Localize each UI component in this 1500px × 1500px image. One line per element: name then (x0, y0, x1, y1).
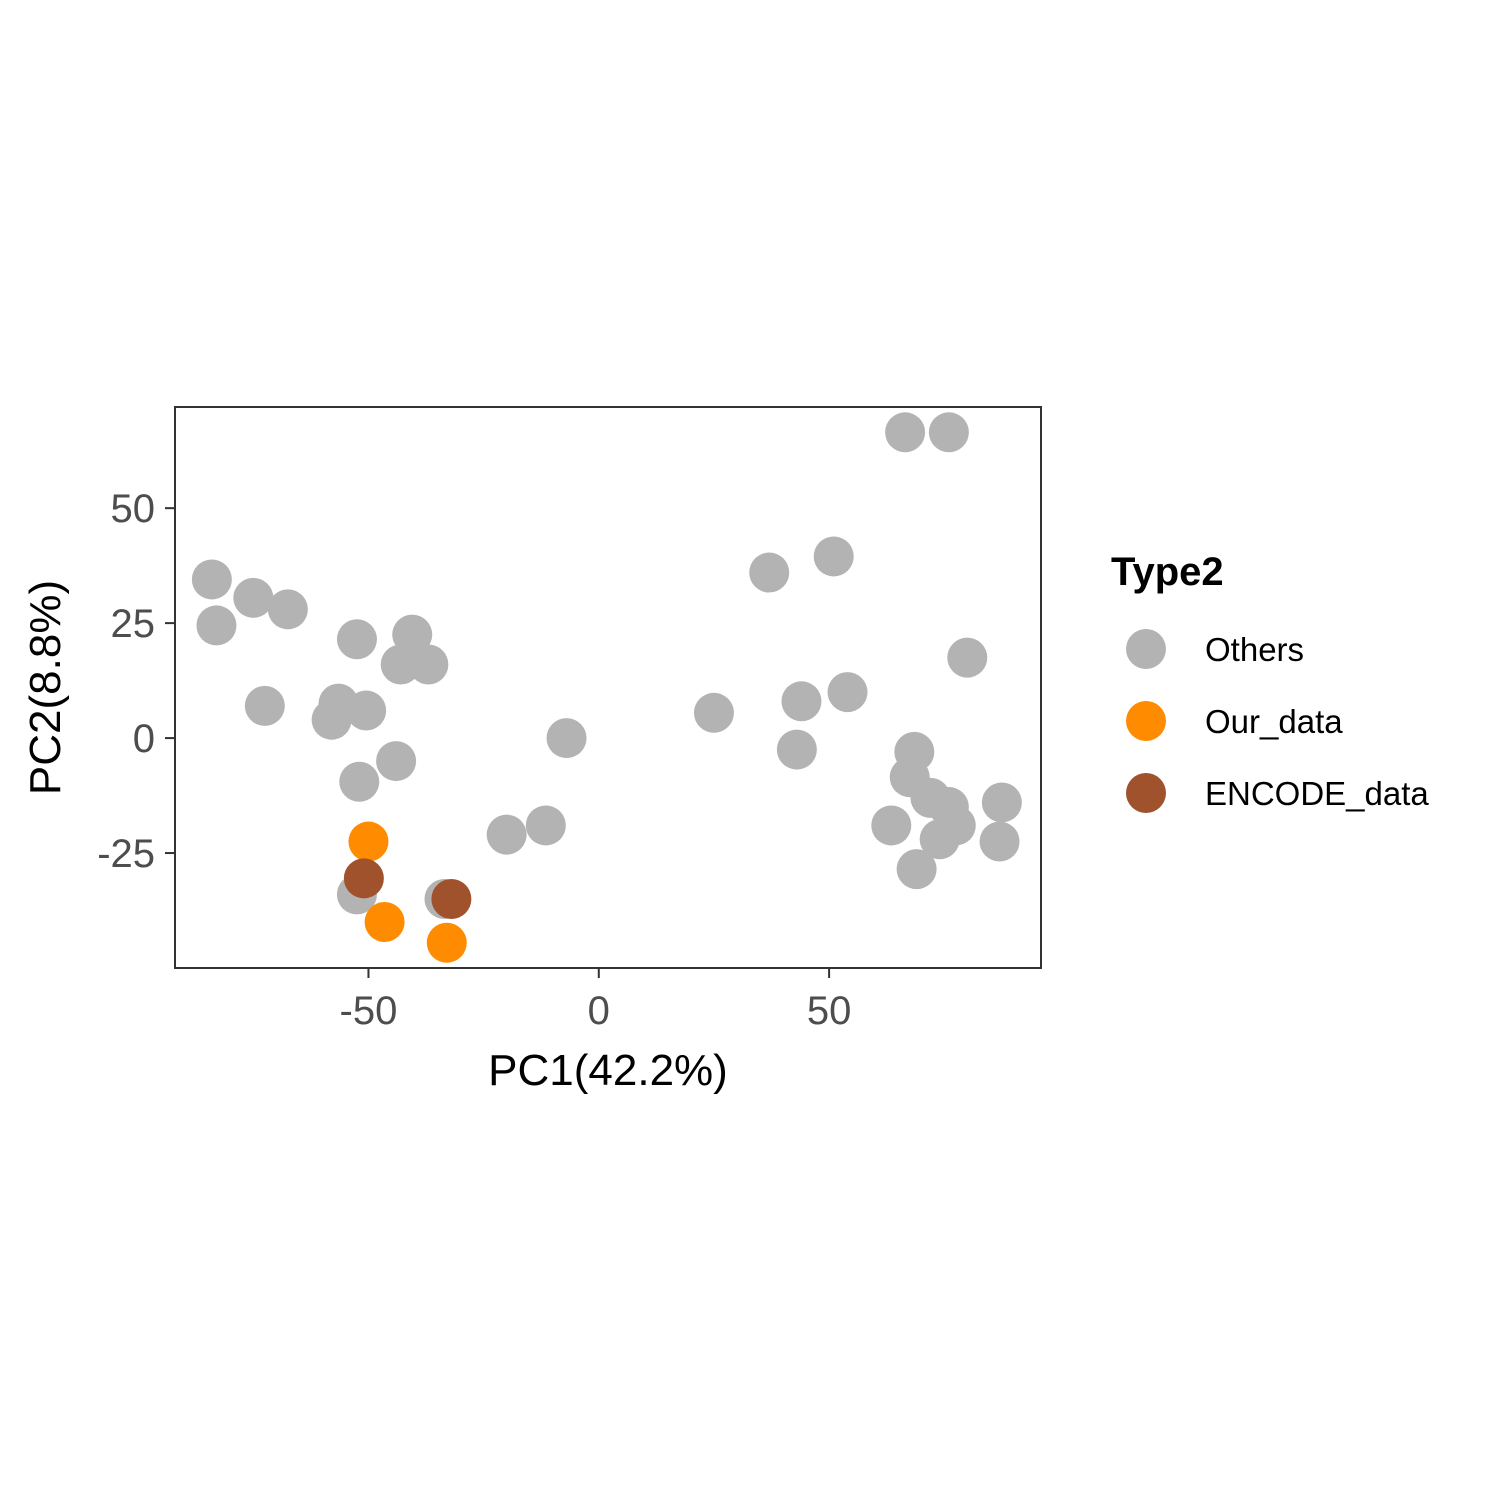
point-others (244, 685, 285, 726)
legend-label-others: Others (1205, 631, 1304, 668)
point-others (191, 559, 232, 600)
legend-title: Type2 (1111, 550, 1224, 594)
point-others (346, 690, 387, 731)
point-encode-data (431, 879, 472, 920)
x-tick-label: 0 (588, 989, 610, 1033)
point-others (885, 412, 926, 453)
y-axis-title: PC2(8.8%) (21, 580, 70, 795)
point-others (896, 849, 937, 890)
point-our-data (364, 902, 405, 943)
legend-items: Others Our_data ENCODE_data (1126, 629, 1429, 813)
y-tick-label: 0 (133, 717, 155, 761)
point-others (525, 805, 566, 846)
x-axis-title: PC1(42.2%) (488, 1046, 728, 1095)
point-others (486, 814, 527, 855)
y-tick-label: 25 (111, 602, 156, 646)
legend-label-our-data: Our_data (1205, 703, 1343, 740)
point-others (336, 619, 377, 660)
legend-key-others (1126, 629, 1166, 669)
point-others (196, 605, 237, 646)
point-others (311, 699, 352, 740)
point-others (233, 577, 274, 618)
point-others (979, 821, 1020, 862)
point-others (380, 644, 421, 685)
point-others (871, 805, 912, 846)
point-others (376, 741, 417, 782)
legend: Type2 Others Our_data ENCODE_data (1111, 550, 1429, 813)
point-others (546, 718, 587, 759)
x-tick-label: 50 (807, 989, 852, 1033)
x-tick-label: -50 (340, 989, 398, 1033)
point-others (827, 672, 868, 713)
point-others (339, 761, 380, 802)
point-our-data (348, 821, 389, 862)
legend-key-encode-data (1126, 773, 1166, 813)
point-others (693, 692, 734, 733)
point-others (928, 412, 969, 453)
point-others (947, 637, 988, 678)
plot-panel-border (174, 406, 1042, 969)
y-tick-label: 50 (111, 487, 156, 531)
axes-layer: -50 0 50 -25 0 25 50 (97, 487, 851, 1033)
point-others (813, 536, 854, 577)
point-encode-data (343, 858, 384, 899)
y-tick-label: -25 (97, 832, 155, 876)
points-layer (191, 412, 1022, 963)
point-others (749, 552, 790, 593)
legend-label-encode-data: ENCODE_data (1205, 775, 1429, 812)
point-others (776, 729, 817, 770)
point-our-data (426, 922, 467, 963)
point-others (408, 644, 449, 685)
point-others (919, 819, 960, 860)
point-others (781, 681, 822, 722)
legend-key-our-data (1126, 701, 1166, 741)
point-others (981, 782, 1022, 823)
point-others (267, 589, 308, 630)
